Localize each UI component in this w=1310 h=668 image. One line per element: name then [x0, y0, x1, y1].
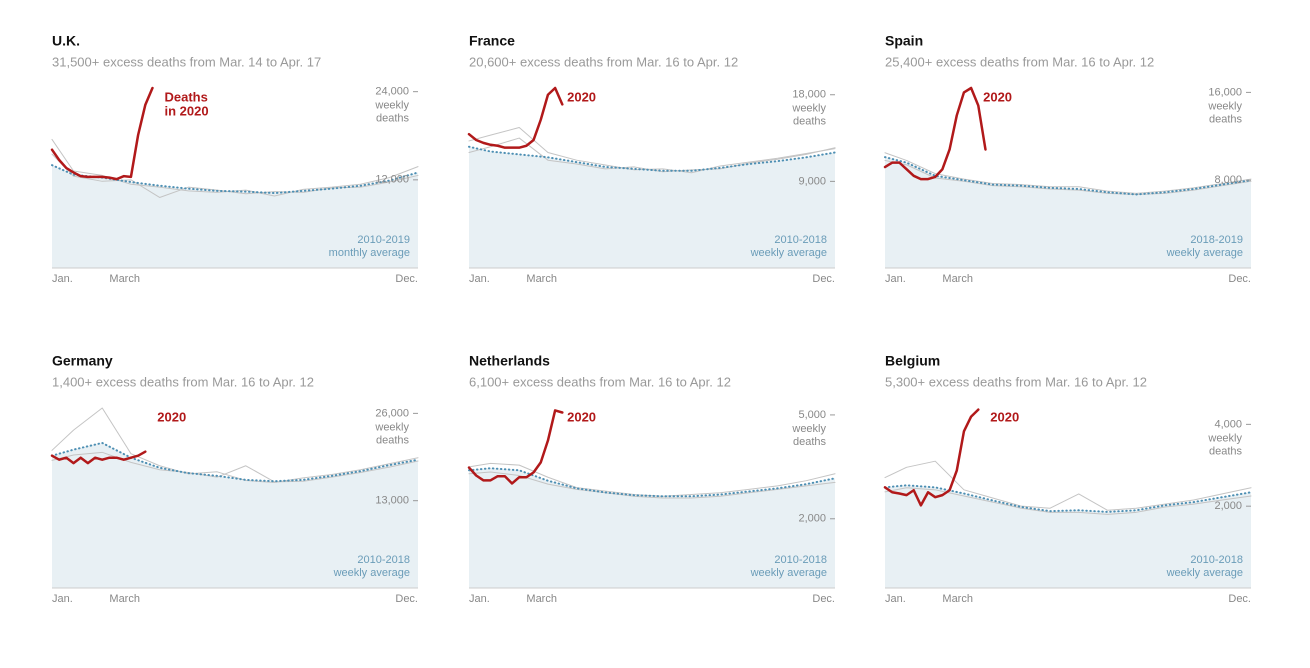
x-tick-label: Jan.	[885, 273, 906, 285]
y-tick-label: 24,000	[375, 86, 409, 98]
past-year-line	[884, 152, 1252, 194]
chart-subtitle: 5,300+ excess deaths from Mar. 16 to Apr…	[885, 374, 1147, 389]
series-label: in 2020	[164, 103, 208, 118]
y-axis-label: deaths	[793, 436, 827, 448]
average-area	[885, 157, 1251, 268]
series-label: Deaths	[164, 89, 207, 104]
average-label: weekly average	[750, 247, 827, 259]
y-tick-label: 13,000	[375, 495, 409, 507]
average-label: 2018-2019	[1190, 234, 1243, 246]
past-year-line	[51, 153, 419, 198]
average-label: weekly average	[1166, 247, 1243, 259]
line-2020	[50, 450, 147, 465]
y-tick-label: 9,000	[798, 175, 826, 187]
past-year-line	[51, 451, 419, 483]
y-axis-label: weekly	[374, 421, 409, 433]
average-label: 2010-2018	[774, 234, 827, 246]
average-area	[885, 485, 1251, 588]
chart-title: U.K.	[52, 33, 80, 49]
average-label: weekly average	[333, 567, 410, 579]
chart-subtitle: 25,400+ excess deaths from Mar. 16 to Ap…	[885, 54, 1154, 69]
y-axis-label: deaths	[376, 113, 410, 125]
chart-subtitle: 1,400+ excess deaths from Mar. 16 to Apr…	[52, 374, 314, 389]
average-label: weekly average	[1166, 567, 1243, 579]
y-tick-label: 16,000	[1208, 86, 1242, 98]
average-label: 2010-2018	[774, 554, 827, 566]
average-line	[51, 441, 419, 483]
past-year-line	[468, 462, 836, 497]
series-label: 2020	[157, 409, 186, 424]
average-line	[468, 145, 836, 172]
y-axis-label: weekly	[791, 423, 826, 435]
x-tick-label: Jan.	[52, 593, 73, 605]
x-tick-label: Dec.	[812, 593, 835, 605]
x-tick-label: March	[526, 593, 557, 605]
line-2020	[50, 86, 154, 181]
x-tick-label: March	[109, 593, 140, 605]
y-tick-label: 5,000	[798, 409, 826, 421]
y-axis-label: deaths	[793, 116, 827, 128]
past-year-line	[51, 407, 419, 484]
average-area	[469, 146, 835, 268]
chart-subtitle: 6,100+ excess deaths from Mar. 16 to Apr…	[469, 374, 731, 389]
past-year-line	[884, 159, 1252, 195]
series-label: 2020	[567, 89, 596, 104]
chart-title: Belgium	[885, 353, 940, 369]
y-axis-label: deaths	[1209, 113, 1243, 125]
average-label: 2010-2018	[1190, 554, 1243, 566]
y-tick-label: 18,000	[792, 89, 826, 101]
y-tick-label: 8,000	[1214, 174, 1242, 186]
series-label: 2020	[983, 89, 1012, 104]
x-tick-label: March	[109, 273, 140, 285]
average-line	[468, 467, 836, 498]
y-tick-label: 26,000	[375, 407, 409, 419]
past-year-line	[884, 460, 1252, 511]
x-tick-label: March	[942, 273, 973, 285]
x-tick-label: Jan.	[469, 273, 490, 285]
y-tick-label: 4,000	[1214, 418, 1242, 430]
x-tick-label: Dec.	[1228, 273, 1251, 285]
y-tick-label: 2,000	[1214, 500, 1242, 512]
line-2020	[883, 86, 987, 181]
y-axis-label: weekly	[791, 103, 826, 115]
line-2020	[467, 86, 564, 149]
y-axis-label: deaths	[376, 434, 410, 446]
chart-title: France	[469, 33, 515, 49]
average-line	[884, 156, 1252, 196]
line-2020	[467, 409, 564, 485]
y-tick-label: 2,000	[798, 513, 826, 525]
x-tick-label: Jan.	[469, 593, 490, 605]
average-area	[469, 468, 835, 588]
chart-title: Spain	[885, 33, 923, 49]
y-tick-label: 12,000	[375, 174, 409, 186]
chart-title: Germany	[52, 353, 113, 369]
y-axis-label: weekly	[374, 100, 409, 112]
average-area	[52, 165, 418, 268]
x-tick-label: Jan.	[885, 593, 906, 605]
average-label: weekly average	[750, 567, 827, 579]
average-area	[52, 442, 418, 588]
chart-title: Netherlands	[469, 353, 550, 369]
series-label: 2020	[990, 409, 1019, 424]
x-tick-label: Dec.	[812, 273, 835, 285]
chart-subtitle: 20,600+ excess deaths from Mar. 16 to Ap…	[469, 54, 738, 69]
x-tick-label: Dec.	[395, 593, 418, 605]
average-line	[884, 484, 1252, 513]
x-tick-label: March	[942, 593, 973, 605]
chart-subtitle: 31,500+ excess deaths from Mar. 14 to Ap…	[52, 54, 321, 69]
series-label: 2020	[567, 409, 596, 424]
x-tick-label: March	[526, 273, 557, 285]
average-label: 2010-2019	[357, 234, 410, 246]
y-axis-label: deaths	[1209, 445, 1243, 457]
y-axis-label: weekly	[1207, 100, 1242, 112]
x-tick-label: Dec.	[1228, 593, 1251, 605]
x-tick-label: Jan.	[52, 273, 73, 285]
past-year-line	[884, 487, 1252, 515]
average-label: monthly average	[329, 247, 410, 259]
x-tick-label: Dec.	[395, 273, 418, 285]
line-2020	[883, 408, 980, 507]
average-label: 2010-2018	[357, 554, 410, 566]
y-axis-label: weekly	[1207, 432, 1242, 444]
